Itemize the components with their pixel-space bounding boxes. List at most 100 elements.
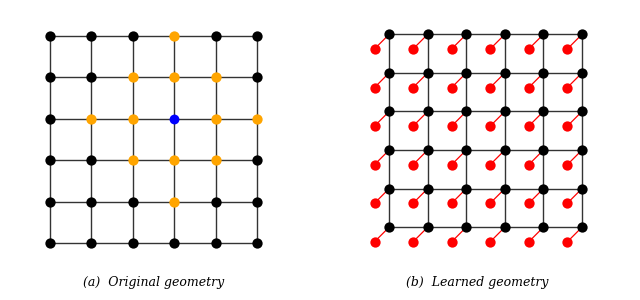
Point: [252, 33, 262, 38]
Point: [562, 46, 572, 51]
Point: [461, 186, 472, 191]
Point: [447, 201, 457, 206]
Point: [169, 241, 179, 246]
Point: [211, 241, 221, 246]
Point: [562, 162, 572, 167]
Point: [211, 75, 221, 80]
Point: [252, 116, 262, 121]
Point: [369, 239, 380, 244]
Point: [485, 239, 495, 244]
Point: [45, 116, 55, 121]
Point: [447, 46, 457, 51]
Point: [384, 32, 394, 37]
Point: [128, 199, 138, 204]
Point: [369, 85, 380, 90]
Point: [485, 46, 495, 51]
Point: [369, 124, 380, 128]
Point: [422, 186, 433, 191]
Point: [500, 109, 510, 114]
Point: [86, 75, 97, 80]
Point: [128, 116, 138, 121]
Point: [524, 85, 534, 90]
Text: (a)  Original geometry: (a) Original geometry: [83, 277, 224, 290]
Point: [45, 241, 55, 246]
Point: [408, 124, 418, 128]
Point: [577, 70, 587, 75]
Point: [562, 201, 572, 206]
Point: [408, 46, 418, 51]
Point: [86, 158, 97, 163]
Point: [577, 148, 587, 152]
Point: [538, 225, 548, 230]
Point: [252, 199, 262, 204]
Point: [422, 148, 433, 152]
Point: [369, 201, 380, 206]
Point: [408, 239, 418, 244]
Point: [562, 239, 572, 244]
Point: [577, 32, 587, 37]
Point: [447, 124, 457, 128]
Point: [169, 75, 179, 80]
Point: [128, 241, 138, 246]
Point: [485, 201, 495, 206]
Point: [485, 162, 495, 167]
Point: [128, 33, 138, 38]
Point: [211, 33, 221, 38]
Point: [408, 162, 418, 167]
Point: [461, 225, 472, 230]
Point: [86, 33, 97, 38]
Point: [169, 199, 179, 204]
Point: [252, 158, 262, 163]
Point: [211, 199, 221, 204]
Point: [45, 75, 55, 80]
Point: [369, 162, 380, 167]
Point: [538, 32, 548, 37]
Point: [408, 85, 418, 90]
Point: [562, 85, 572, 90]
Point: [384, 109, 394, 114]
Point: [86, 199, 97, 204]
Point: [128, 75, 138, 80]
Point: [422, 109, 433, 114]
Point: [45, 33, 55, 38]
Point: [422, 70, 433, 75]
Point: [500, 186, 510, 191]
Point: [524, 239, 534, 244]
Point: [169, 158, 179, 163]
Point: [500, 225, 510, 230]
Point: [500, 32, 510, 37]
Point: [524, 201, 534, 206]
Point: [447, 85, 457, 90]
Point: [422, 32, 433, 37]
Point: [422, 225, 433, 230]
Point: [86, 116, 97, 121]
Point: [211, 158, 221, 163]
Point: [538, 186, 548, 191]
Point: [369, 46, 380, 51]
Point: [577, 186, 587, 191]
Point: [86, 241, 97, 246]
Point: [169, 116, 179, 121]
Point: [485, 85, 495, 90]
Point: [577, 225, 587, 230]
Point: [447, 239, 457, 244]
Point: [384, 225, 394, 230]
Point: [500, 148, 510, 152]
Point: [45, 199, 55, 204]
Point: [252, 75, 262, 80]
Point: [485, 124, 495, 128]
Point: [538, 109, 548, 114]
Point: [538, 70, 548, 75]
Point: [408, 201, 418, 206]
Point: [461, 32, 472, 37]
Point: [211, 116, 221, 121]
Point: [384, 70, 394, 75]
Point: [128, 158, 138, 163]
Point: [524, 46, 534, 51]
Point: [500, 70, 510, 75]
Point: [461, 148, 472, 152]
Point: [577, 109, 587, 114]
Point: [447, 162, 457, 167]
Point: [461, 109, 472, 114]
Point: [524, 124, 534, 128]
